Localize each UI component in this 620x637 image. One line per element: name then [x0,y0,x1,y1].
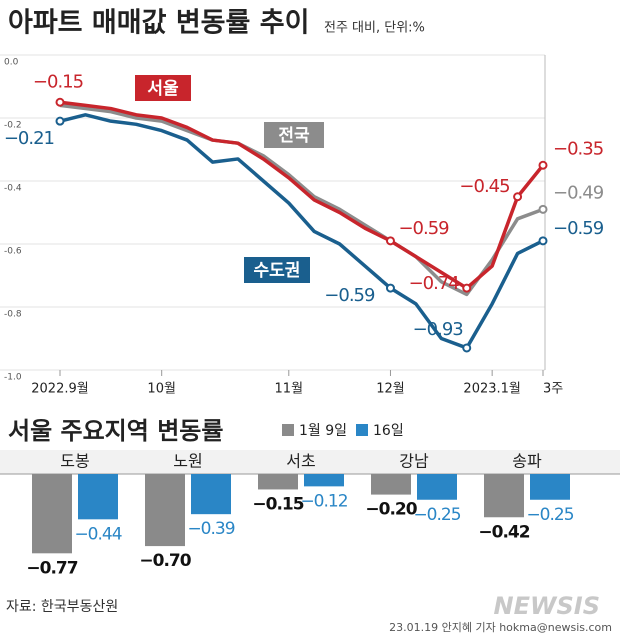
y-tick-label: -0.6 [4,247,22,257]
data-label: −0.15 [252,494,303,514]
data-label: −0.25 [413,505,460,525]
data-label: −0.49 [553,182,604,203]
point-marker [462,343,472,353]
point-marker [385,283,395,293]
y-tick-label: -1.0 [4,373,22,383]
x-tick-label: 10월 [147,382,176,397]
data-label: −0.21 [4,128,54,149]
legend-label: 수도권 [254,261,301,281]
chart-title: 서울 주요지역 변동률 [8,417,223,445]
bar [530,474,570,500]
data-label: −0.59 [398,218,449,239]
category-label: 송파 [512,452,542,471]
series-line [59,113,544,350]
series-tag [135,75,191,101]
y-tick-label: -0.8 [4,310,22,320]
point-marker [462,283,472,293]
data-label: −0.39 [187,519,234,539]
y-tick-label: -0.2 [4,121,22,131]
legend-label: 1월 9일 [299,423,347,439]
data-label: −0.45 [459,176,509,197]
bar [304,474,344,487]
x-tick-label: 11월 [275,382,304,397]
bar [258,474,298,490]
bar [484,474,524,518]
category-band [0,450,620,474]
y-tick-label: 0.0 [4,58,19,68]
annotation: −0.59 [324,285,375,306]
series-line [59,100,545,290]
point-marker [538,236,548,246]
data-label: −0.25 [526,505,573,525]
legend-label: 서울 [147,79,179,99]
bar [191,474,231,515]
category-label: 서초 [286,452,315,471]
point-marker [385,236,395,246]
data-label: −0.35 [553,138,603,159]
category-label: 강남 [399,452,429,471]
point-marker [538,204,548,214]
series-tag [244,257,310,283]
category-label: 노원 [173,452,202,471]
bar [417,474,457,500]
series-line [59,103,544,297]
data-label: −0.44 [74,524,121,544]
category-label: 도봉 [60,452,89,471]
data-label: −0.12 [300,491,347,511]
legend-swatch [356,424,368,436]
data-label: −0.20 [365,500,417,520]
source: 자료: 한국부동산원 [6,599,118,615]
y-tick-label: -0.4 [4,184,22,194]
x-tick-label: 3주 [543,382,563,397]
data-label: −0.77 [26,558,77,578]
bar [145,474,185,547]
data-label: −0.74 [409,273,460,294]
x-tick-label: 12월 [376,382,405,397]
legend-label: 16일 [373,423,404,439]
point-marker [55,97,65,107]
bar [32,474,72,554]
bar [78,474,118,520]
data-label: −0.93 [413,319,464,340]
series-tag [264,122,324,148]
point-marker [538,160,548,170]
data-label: −0.59 [553,218,604,239]
logo: NEWSIS [494,592,600,620]
chart-subtitle: 전주 대비, 단위:% [324,21,425,36]
credit: 23.01.19 안지혜 기자 hokma@newsis.com [389,621,612,634]
point-marker [513,192,523,202]
data-label: −0.42 [478,522,529,542]
data-label: −0.70 [139,551,191,571]
x-tick-label: 2022.9월 [31,382,88,397]
data-label: −0.15 [33,71,83,92]
point-marker [55,116,65,126]
legend-swatch [282,424,294,436]
chart-title: 아파트 매매값 변동률 추이 [8,8,309,39]
x-tick-label: 2023.1월 [463,382,520,397]
legend-label: 전국 [278,126,310,146]
bar [371,474,411,495]
